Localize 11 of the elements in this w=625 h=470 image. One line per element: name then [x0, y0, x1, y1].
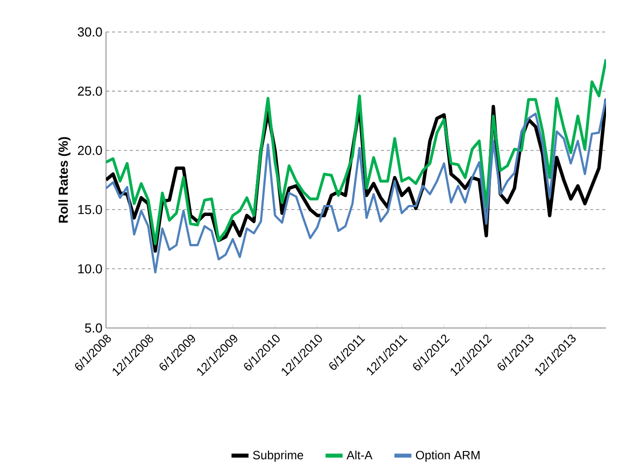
y-tick-label: 25.0 [78, 86, 102, 96]
line-series [106, 58, 606, 246]
y-tick-label: 15.0 [78, 205, 102, 214]
legend-label: Alt-A [346, 450, 372, 460]
legend-label: Subprime [253, 450, 304, 462]
legend-label: Option ARM [416, 450, 480, 462]
y-axis-title: Roll Rates (%) [58, 137, 70, 223]
y-tick-label: 5.0 [85, 323, 102, 333]
y-tick-label: 10.0 [78, 264, 102, 274]
y-tick-label: 20.0 [78, 146, 102, 155]
y-tick-label: 30.0 [78, 27, 102, 37]
